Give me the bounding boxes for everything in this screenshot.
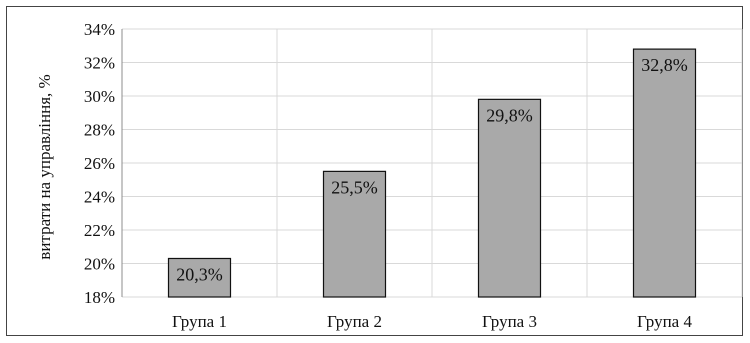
data-labels: 20,3% 25,5% 29,8% 32,8% bbox=[176, 55, 688, 284]
bar bbox=[477, 98, 542, 298]
x-category-label: Група 2 bbox=[327, 312, 382, 331]
bar bbox=[322, 170, 387, 298]
y-tick-label: 22% bbox=[84, 221, 115, 240]
x-category-label: Група 4 bbox=[637, 312, 692, 331]
y-tick-label: 34% bbox=[84, 20, 115, 39]
y-tick-label: 20% bbox=[84, 255, 115, 274]
y-tick-label: 30% bbox=[84, 87, 115, 106]
x-category-labels: Група 1 Група 2 Група 3 Група 4 bbox=[172, 312, 692, 331]
y-tick-label: 26% bbox=[84, 154, 115, 173]
bar bbox=[632, 48, 697, 298]
y-tick-labels: 18% 20% 22% 24% 26% 28% 30% 32% 34% bbox=[84, 20, 115, 307]
y-tick-label: 24% bbox=[84, 188, 115, 207]
bar bbox=[167, 257, 232, 298]
y-tick-label: 32% bbox=[84, 54, 115, 73]
x-category-label: Група 1 bbox=[172, 312, 227, 331]
data-label: 29,8% bbox=[486, 105, 533, 125]
data-label: 20,3% bbox=[176, 264, 223, 284]
y-tick-label: 28% bbox=[84, 121, 115, 140]
data-label: 25,5% bbox=[331, 177, 378, 197]
x-category-label: Група 3 bbox=[482, 312, 537, 331]
y-tick-label: 18% bbox=[84, 288, 115, 307]
y-axis-title: витрати на управління, % bbox=[35, 74, 54, 259]
bars bbox=[167, 48, 697, 298]
data-label: 32,8% bbox=[641, 55, 688, 75]
